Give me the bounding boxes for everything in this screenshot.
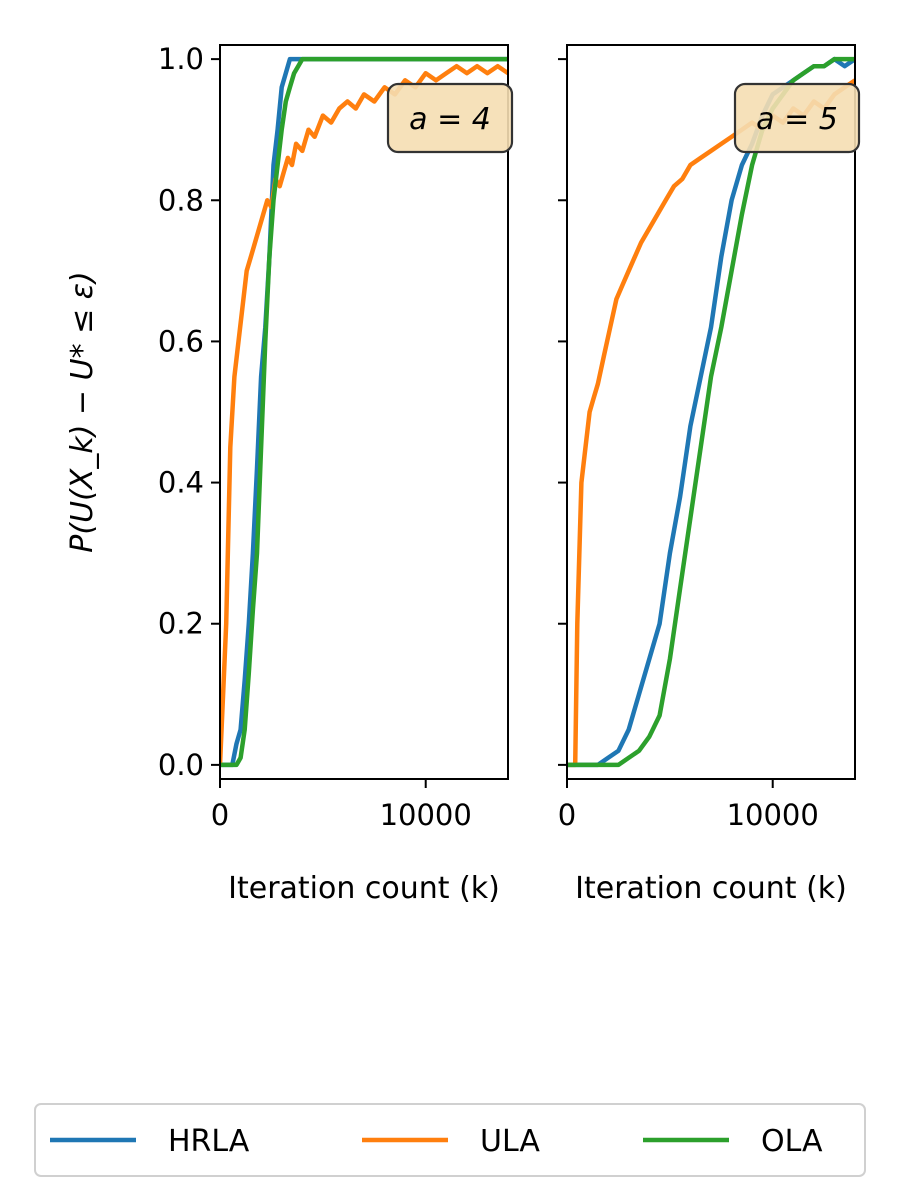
legend-item-ula: ULA [362, 1124, 540, 1159]
x-tick-label: 0 [211, 798, 229, 832]
y-axis-label: P(U(X_k) − U* ≤ ε) [65, 271, 100, 552]
annotation-label: a = 4 [409, 102, 491, 137]
legend-label: HRLA [168, 1124, 250, 1159]
annotation-box [733, 82, 861, 154]
axes-frame [566, 44, 856, 780]
legend: HRLA ULA OLA [34, 1103, 866, 1177]
panel-2: 0 10000 Iteration count (k) a = 5 [558, 44, 861, 906]
y-tick-label: 0.0 [158, 748, 204, 782]
series-line-hrla [567, 56, 855, 768]
legend-item-ola: OLA [643, 1124, 823, 1159]
x-tick-label: 10000 [380, 798, 472, 832]
series-line-ola [567, 56, 855, 768]
annotation-label: a = 5 [756, 102, 838, 137]
axes-frame [219, 44, 509, 780]
legend-label: ULA [480, 1124, 540, 1159]
y-tick-label: 0.2 [158, 607, 204, 641]
x-tick-label: 0 [558, 798, 576, 832]
annotation-box [386, 82, 514, 154]
series-group [567, 56, 855, 768]
series-group [220, 56, 508, 768]
x-axis-label: Iteration count (k) [575, 871, 847, 906]
panels: 0.0 0.2 0.4 0.6 0.8 1.0 0 10000 Iteration count … [65, 42, 861, 906]
x-tick-label: 10000 [727, 798, 819, 832]
legend-label: OLA [761, 1124, 823, 1159]
series-line-ula [567, 78, 855, 768]
y-tick-label: 0.4 [158, 466, 204, 500]
y-tick-label: 0.8 [158, 183, 204, 217]
y-tick-label: 0.6 [158, 324, 204, 358]
legend-item-hrla: HRLA [50, 1124, 250, 1159]
panel-1: 0.0 0.2 0.4 0.6 0.8 1.0 0 10000 Iteration count … [65, 42, 514, 906]
x-axis-label: Iteration count (k) [228, 871, 500, 906]
y-tick-label: 1.0 [158, 42, 204, 76]
series-line-ola [220, 56, 508, 768]
series-line-ula [220, 63, 508, 765]
legend-frame [34, 1103, 866, 1177]
